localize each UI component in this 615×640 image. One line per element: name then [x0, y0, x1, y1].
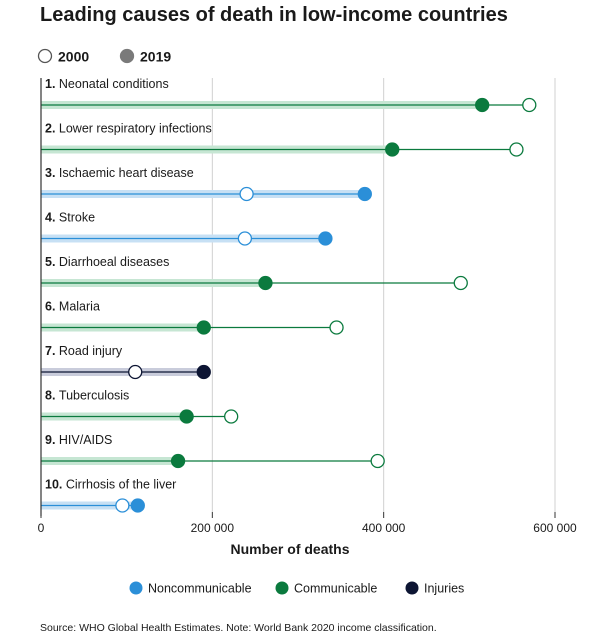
- marker-2019: [196, 320, 211, 335]
- row-7: 7. Road injury: [41, 344, 211, 380]
- row-label: 3. Ischaemic heart disease: [45, 166, 194, 180]
- row-1: 1. Neonatal conditions: [41, 77, 537, 113]
- x-axis: 0 200 000 400 000 600 000 Number of deaths: [38, 78, 577, 557]
- row-rank: 7.: [45, 344, 59, 358]
- marker-2000: [370, 453, 385, 469]
- legend-marker-2000: [37, 48, 53, 64]
- row-label: 4. Stroke: [45, 211, 95, 225]
- legend-marker-noncommunicable: [129, 581, 143, 595]
- row-name: HIV/AIDS: [59, 433, 113, 447]
- row-name: Cirrhosis of the liver: [66, 478, 176, 492]
- legend-marker-2019: [119, 48, 135, 64]
- group-legend: Noncommunicable Communicable Injuries: [129, 581, 464, 596]
- row-label: 10. Cirrhosis of the liver: [45, 478, 176, 492]
- row-rank: 5.: [45, 255, 59, 269]
- row-label: 9. HIV/AIDS: [45, 433, 112, 447]
- marker-2019: [475, 97, 490, 113]
- row-rank: 3.: [45, 166, 59, 180]
- x-axis-label: Number of deaths: [230, 541, 349, 557]
- marker-2019: [357, 186, 372, 202]
- marker-2000: [237, 231, 253, 246]
- row-label: 8. Tuberculosis: [45, 389, 129, 403]
- row-rank: 4.: [45, 211, 59, 225]
- marker-2000: [509, 142, 524, 157]
- legend-marker-communicable: [275, 581, 289, 595]
- row-label: 1. Neonatal conditions: [45, 77, 169, 91]
- marker-2019: [130, 498, 145, 513]
- row-10: 10. Cirrhosis of the liver: [41, 478, 176, 513]
- legend-label-2000: 2000: [58, 49, 89, 65]
- row-rank: 10.: [45, 478, 66, 492]
- row-label: 2. Lower respiratory infections: [45, 122, 212, 136]
- chart-title: Leading causes of death in low-income co…: [40, 4, 508, 26]
- marker-2000: [115, 498, 130, 513]
- legend-label-2019: 2019: [140, 49, 171, 65]
- row-rank: 2.: [45, 122, 59, 136]
- row-name: Diarrhoeal diseases: [59, 255, 169, 269]
- row-label: 5. Diarrhoeal diseases: [45, 255, 169, 269]
- row-name: Ischaemic heart disease: [59, 166, 194, 180]
- marker-2000: [329, 320, 344, 335]
- row-name: Malaria: [59, 300, 100, 314]
- marker-2019: [179, 409, 194, 424]
- row-name: Stroke: [59, 211, 95, 225]
- row-9: 9. HIV/AIDS: [41, 433, 385, 469]
- gridlines: [211, 78, 556, 512]
- row-5: 5. Diarrhoeal diseases: [41, 255, 468, 291]
- row-2: 2. Lower respiratory infections: [41, 122, 524, 157]
- row-4: 4. Stroke: [41, 211, 333, 246]
- legend-label-communicable: Communicable: [294, 582, 377, 596]
- marker-2000: [224, 409, 239, 424]
- marker-2000: [522, 97, 537, 113]
- marker-2000: [128, 364, 143, 380]
- x-tick-label-400000: 400 000: [362, 521, 406, 535]
- year-legend: 2000 2019: [37, 48, 171, 65]
- row-rank: 9.: [45, 433, 59, 447]
- source-note: Source: WHO Global Health Estimates. Not…: [40, 622, 437, 634]
- row-label: 6. Malaria: [45, 300, 100, 314]
- marker-2000: [453, 275, 468, 291]
- marker-2019: [258, 275, 273, 291]
- legend-marker-injuries: [405, 581, 419, 595]
- row-8: 8. Tuberculosis: [41, 389, 239, 424]
- marker-2019: [385, 142, 400, 157]
- category-rows: 1. Neonatal conditions 2. Lower respirato…: [41, 77, 537, 513]
- row-name: Road injury: [59, 344, 123, 358]
- marker-2019: [196, 364, 211, 380]
- row-name: Neonatal conditions: [59, 77, 169, 91]
- x-tick-label-0: 0: [38, 521, 45, 535]
- row-name: Tuberculosis: [59, 389, 129, 403]
- x-tick-label-600000: 600 000: [533, 521, 577, 535]
- row-rank: 1.: [45, 77, 59, 91]
- row-label: 7. Road injury: [45, 344, 123, 358]
- row-rank: 6.: [45, 300, 59, 314]
- row-rank: 8.: [45, 389, 59, 403]
- row-3: 3. Ischaemic heart disease: [41, 166, 372, 202]
- x-tick-label-200000: 200 000: [191, 521, 235, 535]
- marker-2019: [170, 453, 186, 469]
- marker-2019: [318, 231, 333, 246]
- row-name: Lower respiratory infections: [59, 122, 212, 136]
- row-6: 6. Malaria: [41, 300, 344, 335]
- marker-2000: [239, 186, 254, 202]
- legend-label-noncommunicable: Noncommunicable: [148, 582, 252, 596]
- legend-label-injuries: Injuries: [424, 582, 464, 596]
